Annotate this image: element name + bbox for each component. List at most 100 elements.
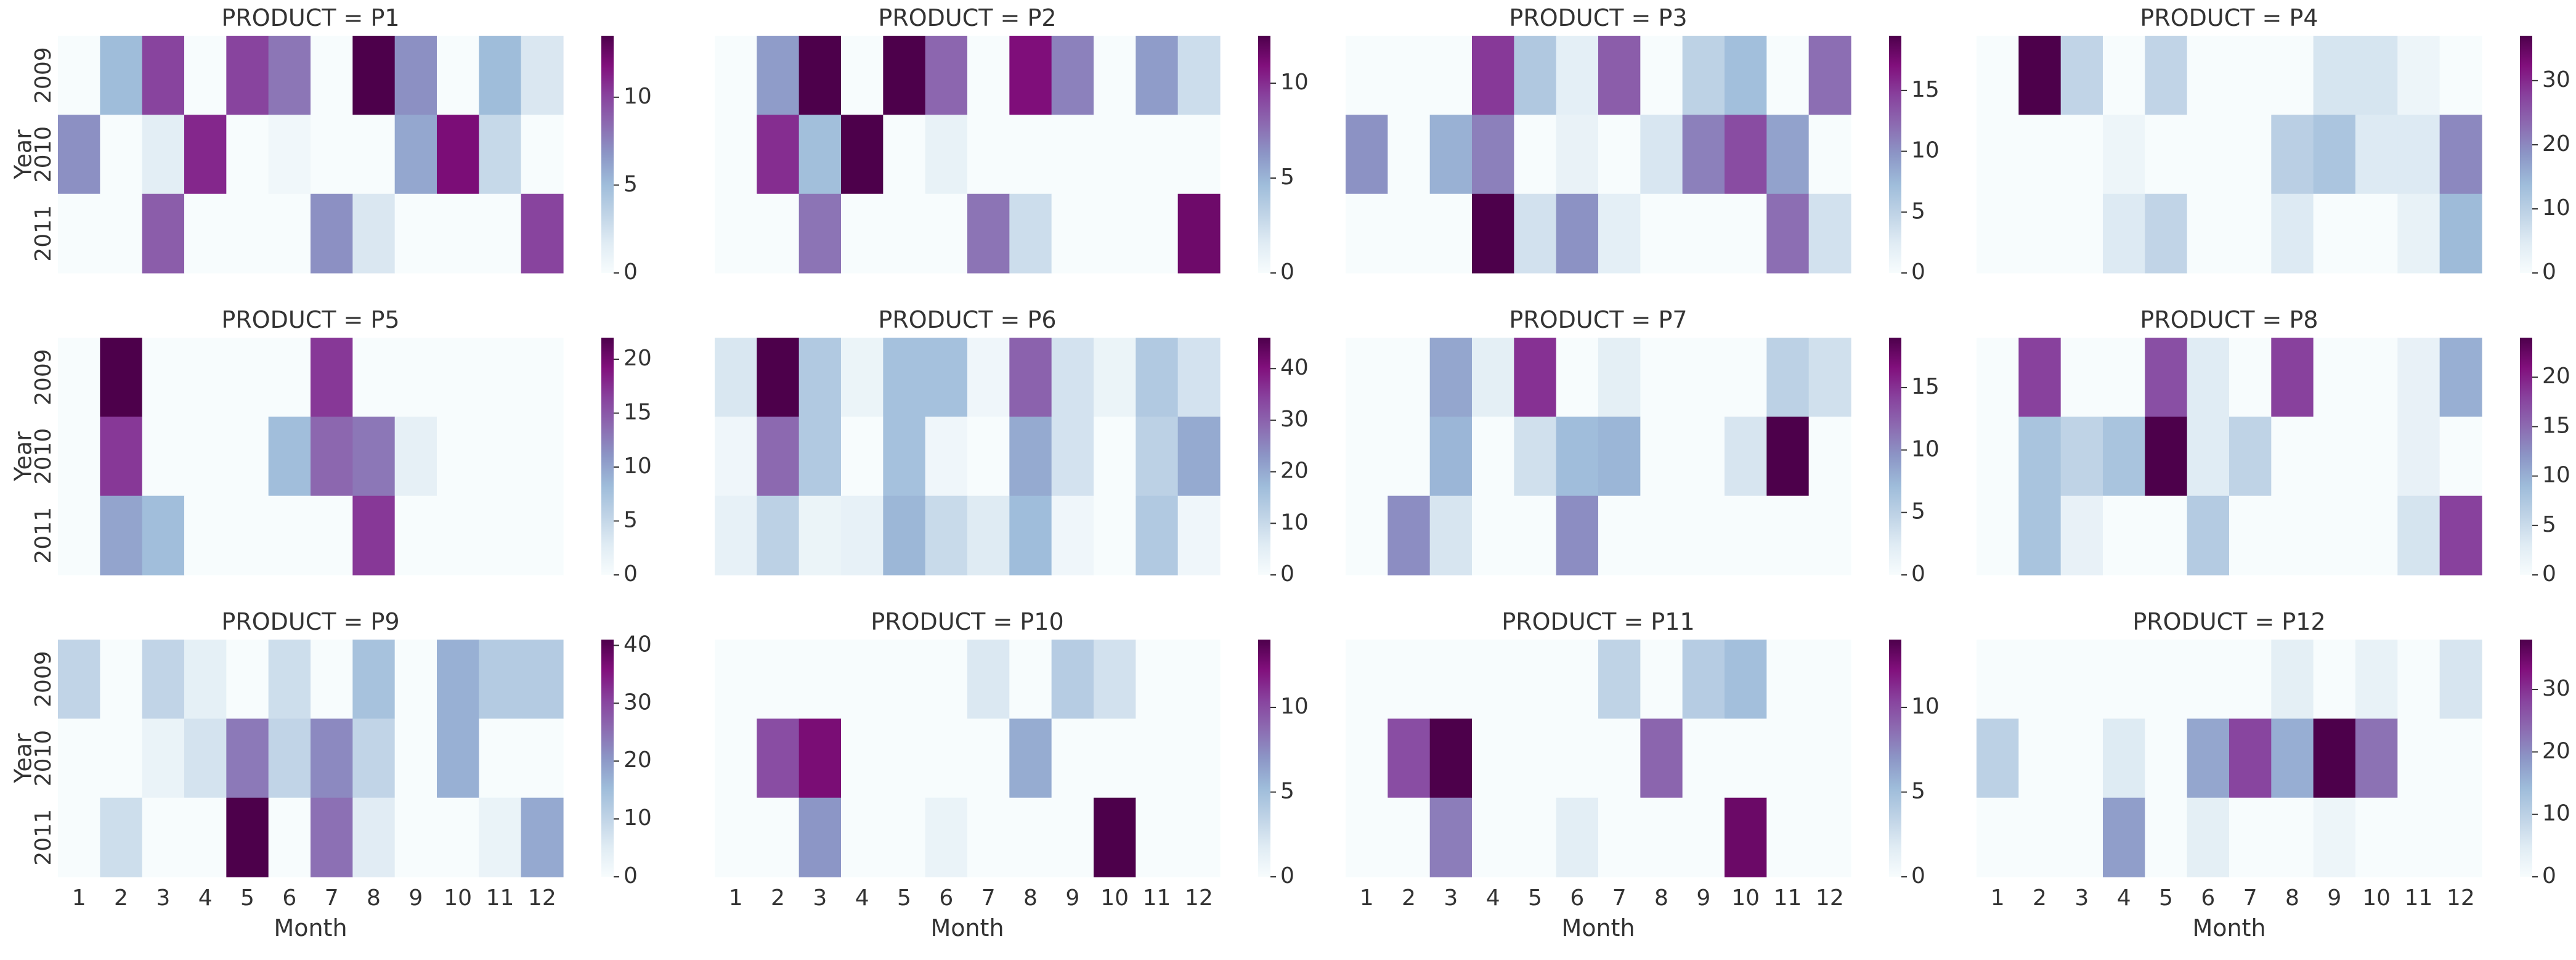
- colorbar-tick-label-p3-5: 5: [1911, 198, 1925, 224]
- heatmap-cell-p4-2009-m7: [2229, 36, 2272, 115]
- heatmap-cell-p2-2011-m4: [841, 193, 884, 274]
- heatmap-cell-p9-2010-m4: [184, 718, 227, 799]
- heatmap-cell-p5-2009-m10: [437, 338, 479, 417]
- heatmap-cell-p5-2011-m1: [58, 495, 100, 576]
- y-tick-label-p9-2010: 2010: [31, 730, 56, 787]
- heatmap-cell-p10-2011-m4: [841, 797, 884, 877]
- heatmap-cell-p7-2011-m2: [1388, 495, 1431, 576]
- heatmap-cell-p8-2010-m7: [2229, 417, 2272, 497]
- heatmap-cell-p2-2009-m8: [1009, 36, 1052, 115]
- heatmap-cell-p10-2009-m7: [967, 640, 1010, 719]
- colorbar-tick-label-p5-0: 0: [624, 561, 638, 587]
- heatmap-cell-p9-2009-m3: [142, 640, 185, 719]
- heatmap-cell-p9-2011-m1: [58, 797, 100, 877]
- heatmap-cell-p10-2010-m1: [715, 718, 757, 799]
- x-tick-label-p12-6: 6: [2201, 885, 2215, 911]
- x-tick-label-p9-4: 4: [198, 885, 213, 911]
- colorbar-tick-label-p3-15: 15: [1911, 77, 1940, 102]
- x-tick-label-p11-2: 2: [1402, 885, 1416, 911]
- heatmap-cell-p1-2009-m11: [479, 36, 522, 115]
- heatmap-cell-p6-2009-m6: [925, 338, 968, 417]
- heatmap-cell-p7-2010-m1: [1346, 417, 1388, 497]
- colorbar-tick-label-p4-0: 0: [2542, 259, 2556, 285]
- heatmap-cell-p6-2010-m9: [1051, 417, 1094, 497]
- heatmap-cell-p6-2010-m6: [925, 417, 968, 497]
- heatmap-cell-p6-2011-m7: [967, 495, 1010, 576]
- heatmap-cell-p10-2009-m4: [841, 640, 884, 719]
- heatmap-cell-p1-2009-m7: [311, 36, 353, 115]
- x-tick-label-p12-5: 5: [2159, 885, 2173, 911]
- heatmap-cell-p10-2009-m8: [1009, 640, 1052, 719]
- heatmap-cell-p7-2011-m8: [1640, 495, 1683, 576]
- heatmap-cell-p5-2010-m12: [521, 417, 564, 497]
- heatmap-cell-p8-2009-m7: [2229, 338, 2272, 417]
- heatmap-cell-p10-2011-m7: [967, 797, 1010, 877]
- heatmap-cell-p1-2010-m2: [100, 115, 143, 195]
- heatmap-cell-p6-2011-m1: [715, 495, 757, 576]
- heatmap-cell-p9-2010-m7: [311, 718, 353, 799]
- heatmap-cell-p10-2011-m5: [883, 797, 926, 877]
- heatmap-cell-p8-2009-m4: [2103, 338, 2145, 417]
- heatmap-cell-p8-2010-m12: [2439, 417, 2482, 497]
- colorbar-tick-label-p8-15: 15: [2542, 413, 2570, 438]
- heatmap-cell-p4-2011-m3: [2060, 193, 2103, 274]
- panel-title-p10: PRODUCT = P10: [871, 608, 1063, 635]
- heatmap-cell-p5-2010-m1: [58, 417, 100, 497]
- heatmap-cell-p7-2011-m11: [1766, 495, 1810, 576]
- heatmap-cell-p7-2009-m3: [1429, 338, 1473, 417]
- heatmap-cell-p11-2011-m11: [1766, 797, 1810, 877]
- heatmap-cell-p7-2011-m9: [1682, 495, 1725, 576]
- heatmap-cell-p1-2009-m6: [268, 36, 311, 115]
- heatmap-cell-p6-2011-m8: [1009, 495, 1052, 576]
- heatmap-cell-p5-2011-m5: [226, 495, 269, 576]
- heatmap-cell-p3-2010-m5: [1514, 115, 1557, 195]
- heatmap-cell-p5-2010-m4: [184, 417, 227, 497]
- heatmap-cell-p8-2010-m5: [2145, 417, 2188, 497]
- x-tick-label-p12-11: 11: [2405, 885, 2433, 911]
- heatmap-cell-p10-2009-m2: [757, 640, 800, 719]
- x-axis-label-p9: Month: [274, 914, 347, 942]
- x-tick-label-p9-7: 7: [325, 885, 339, 911]
- heatmap-cell-p12-2009-m9: [2313, 640, 2356, 719]
- heatmap-cell-p11-2011-m4: [1472, 797, 1514, 877]
- heatmap-cell-p8-2010-m9: [2313, 417, 2356, 497]
- heatmap-cell-p5-2011-m6: [268, 495, 311, 576]
- heatmap-cell-p6-2009-m1: [715, 338, 757, 417]
- heatmap-cell-p6-2011-m12: [1177, 495, 1221, 576]
- heatmap-cell-p8-2009-m2: [2018, 338, 2062, 417]
- heatmap-cell-p7-2009-m11: [1766, 338, 1810, 417]
- heatmap-cell-p12-2009-m6: [2187, 640, 2230, 719]
- heatmap-cell-p3-2011-m5: [1514, 193, 1557, 274]
- heatmap-cell-p5-2009-m4: [184, 338, 227, 417]
- heatmap-cell-p1-2009-m5: [226, 36, 269, 115]
- colorbar-tick-label-p6-30: 30: [1280, 407, 1309, 432]
- heatmap-cell-p8-2011-m8: [2271, 495, 2314, 576]
- heatmap-cell-p3-2011-m10: [1725, 193, 1767, 274]
- heatmap-cell-p2-2009-m3: [798, 36, 842, 115]
- heatmap-cell-p6-2011-m11: [1136, 495, 1179, 576]
- colorbar-tick-label-p1-0: 0: [624, 259, 638, 285]
- heatmap-cell-p4-2009-m3: [2060, 36, 2103, 115]
- heatmap-cell-p11-2010-m10: [1725, 718, 1767, 799]
- x-axis-label-p10: Month: [930, 914, 1004, 942]
- heatmap-cell-p5-2011-m12: [521, 495, 564, 576]
- y-tick-label-p9-2009: 2009: [31, 651, 56, 707]
- heatmap-cell-p3-2010-m12: [1808, 115, 1851, 195]
- heatmap-cell-p12-2011-m6: [2187, 797, 2230, 877]
- panel-title-p6: PRODUCT = P6: [878, 306, 1056, 333]
- heatmap-cell-p11-2010-m7: [1598, 718, 1641, 799]
- heatmap-cell-p6-2010-m3: [798, 417, 842, 497]
- heatmap-cell-p12-2010-m6: [2187, 718, 2230, 799]
- heatmap-cell-p2-2010-m9: [1051, 115, 1094, 195]
- x-tick-label-p10-3: 3: [813, 885, 827, 911]
- heatmap-cell-p3-2009-m1: [1346, 36, 1388, 115]
- x-tick-label-p12-12: 12: [2447, 885, 2475, 911]
- heatmap-cell-p7-2011-m7: [1598, 495, 1641, 576]
- heatmap-cell-p11-2010-m11: [1766, 718, 1810, 799]
- x-tick-label-p11-8: 8: [1654, 885, 1668, 911]
- heatmap-cell-p8-2011-m6: [2187, 495, 2230, 576]
- heatmap-cell-p11-2011-m5: [1514, 797, 1557, 877]
- heatmap-cell-p12-2011-m8: [2271, 797, 2314, 877]
- colorbar-tick-label-p2-5: 5: [1280, 165, 1294, 190]
- heatmap-cell-p5-2010-m5: [226, 417, 269, 497]
